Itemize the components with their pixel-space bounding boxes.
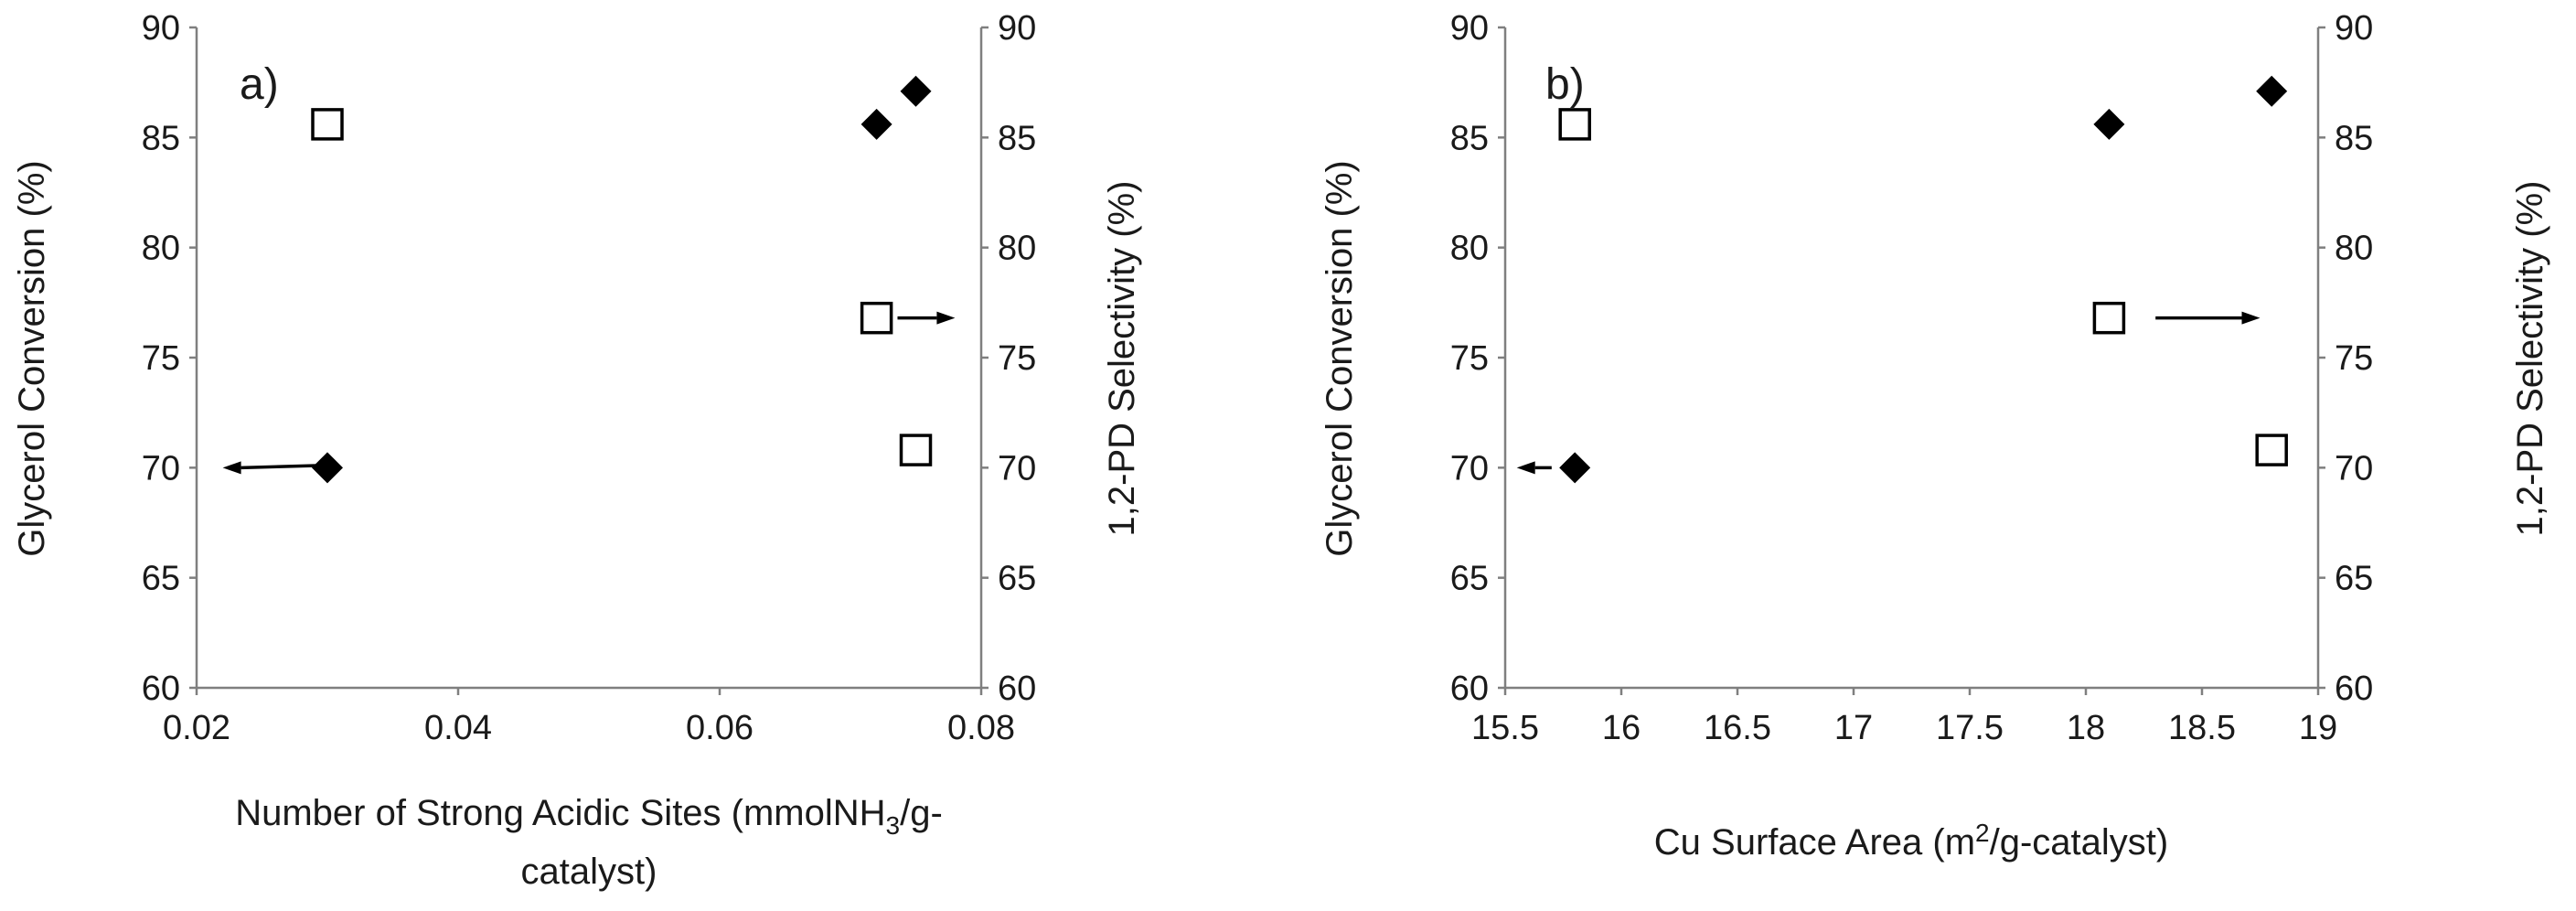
panel-b-conversion-point — [2256, 75, 2288, 107]
panel-b-arrow-to-right-axis-head — [2241, 311, 2261, 325]
panel-b-y-right-tick-label: 80 — [2335, 230, 2373, 268]
panel-a-y-right-tick-label: 75 — [998, 339, 1036, 378]
panel-b-arrow-to-left-axis-head — [1516, 461, 1535, 475]
panel-a-x-tick-label: 0.06 — [686, 709, 754, 747]
panel-b-y-left-tick-label: 70 — [1450, 449, 1489, 488]
panel-b-y-left-tick-label: 90 — [1450, 9, 1489, 48]
panel-a-y-left-tick-label: 70 — [142, 449, 180, 488]
panel-a-label: a) — [240, 60, 279, 109]
panel-b-conversion-point — [2093, 108, 2125, 140]
panel-b-y-right-tick-label: 75 — [2335, 339, 2373, 378]
panel-a-selectivity-point — [311, 108, 344, 141]
panel-a-xlabel-part-2: /g- — [900, 793, 943, 833]
panel-a-y-right-tick-label: 65 — [998, 560, 1036, 598]
panel-b-x-tick-label: 18 — [2067, 709, 2105, 747]
panel-b-conversion-point — [1559, 452, 1591, 484]
panel-b-arrows — [1516, 311, 2261, 475]
panel-b-selectivity-point — [2092, 301, 2126, 335]
panel-b-y-right-tick-label: 90 — [2335, 9, 2373, 48]
panel-a-xlabel: Number of Strong Acidic Sites (mmolNH3/g… — [235, 793, 943, 840]
panel-b-x-tick-label: 16 — [1602, 709, 1641, 747]
panel-a-y-left-tick-label: 65 — [142, 560, 180, 598]
panel-b-x-tick-label: 17 — [1834, 709, 1873, 747]
panel-b-xlabel-part-2: /g-catalyst) — [1990, 822, 2169, 863]
panel-a-xlabel-subscript: 3 — [886, 811, 901, 840]
panel-a-y-right-tick-label: 60 — [998, 670, 1036, 708]
panel-a-conversion-point — [860, 108, 893, 140]
panel-a-conversion-point — [900, 75, 932, 107]
panel-a-y-right-tick-label: 70 — [998, 449, 1036, 488]
panel-a-conversion-point — [312, 452, 343, 484]
panel-b-y-right-tick-label: 65 — [2335, 560, 2373, 598]
panel-b-label: b) — [1545, 60, 1585, 109]
panel-a-arrow-to-left-axis-head — [222, 461, 241, 475]
panel-a-y-left-tick-label: 60 — [142, 670, 180, 708]
panel-b-selectivity-point — [2255, 434, 2288, 466]
panel-b-y-left-tick-label: 60 — [1450, 670, 1489, 708]
panel-b-y-right-tick-label: 85 — [2335, 119, 2373, 157]
panel-b-x-tick-label: 15.5 — [1471, 709, 1539, 747]
panel-a-x-tick-label: 0.04 — [424, 709, 492, 747]
panel-b-xlabel-part-1: Cu Surface Area (m — [1654, 822, 1975, 863]
panel-a-y-left-tick-label: 85 — [142, 119, 180, 157]
panel-a-y-right-tick-label: 90 — [998, 9, 1036, 48]
panel-a-arrow-to-right-axis-head — [936, 311, 956, 325]
panel-b-y-left-tick-label: 85 — [1450, 119, 1489, 157]
panel-a-x-tick-label: 0.08 — [947, 709, 1015, 747]
panel-a-x-tick-label: 0.02 — [163, 709, 230, 747]
panel-b-x-tick-label: 17.5 — [1936, 709, 2004, 747]
panel-b-y-left-tick-label: 75 — [1450, 339, 1489, 378]
panel-b-x-tick-label: 18.5 — [2168, 709, 2236, 747]
panel-a-xlabel-part-1: Number of Strong Acidic Sites (mmolNH — [235, 793, 885, 833]
panel-a-arrow-to-left-axis-shaft — [240, 464, 321, 470]
panel-a-xlabel-line-2: catalyst) — [521, 852, 657, 892]
panel-b-y-right-tick-label: 70 — [2335, 449, 2373, 488]
panel-a-y-left-tick-label: 75 — [142, 339, 180, 378]
panel-a-y-left-tick-label: 80 — [142, 230, 180, 268]
panel-b-ylabel-left: Glycerol Conversion (%) — [1320, 160, 1360, 556]
panel-a-y-left-tick-label: 90 — [142, 9, 180, 48]
panel-a-arrows — [222, 311, 956, 475]
panel-b-ylabel-right: 1,2-PD Selectivity (%) — [2510, 181, 2550, 537]
panel-b-selectivity-point — [1558, 108, 1591, 141]
panel-b-y-right-tick-label: 60 — [2335, 670, 2373, 708]
panel-b-x-tick-label: 19 — [2299, 709, 2337, 747]
panel-a-selectivity-point — [860, 301, 893, 335]
panel-b-marks — [1558, 75, 2288, 484]
panel-a-y-right-tick-label: 80 — [998, 230, 1036, 268]
panel-a-marks — [311, 75, 933, 484]
panel-b-y-left-tick-label: 65 — [1450, 560, 1489, 598]
panel-b-xlabel: Cu Surface Area (m2/g-catalyst) — [1654, 819, 2168, 863]
panel-b-x-tick-label: 16.5 — [1704, 709, 1771, 747]
panel-a-ylabel-left: Glycerol Conversion (%) — [12, 160, 52, 556]
panel-a-selectivity-point — [899, 434, 933, 466]
panel-a-ylabel-right: 1,2-PD Selectivity (%) — [1102, 181, 1142, 537]
panel-b-y-left-tick-label: 80 — [1450, 230, 1489, 268]
panel-b-xlabel-superscript: 2 — [1975, 819, 1990, 847]
panel-a-y-right-tick-label: 85 — [998, 119, 1036, 157]
